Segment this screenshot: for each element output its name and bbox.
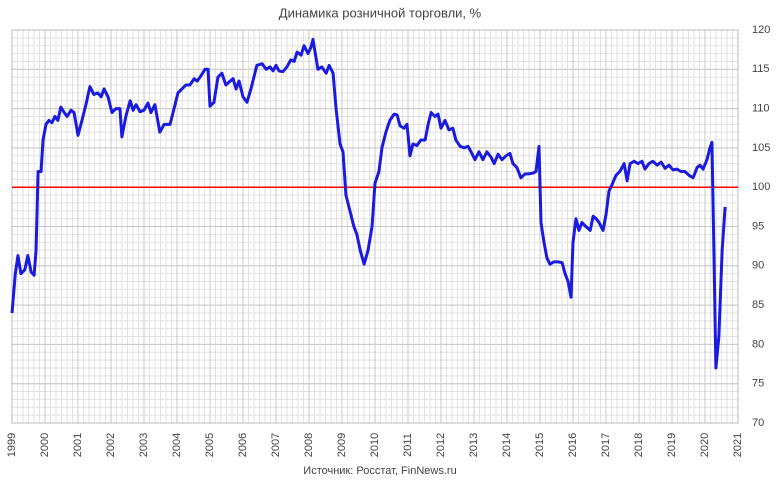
plot-border <box>11 29 739 424</box>
y-tick-label: 85 <box>752 299 764 311</box>
x-tick-label: 1999 <box>6 433 18 457</box>
x-tick-label: 2012 <box>435 433 447 457</box>
x-tick-label: 2006 <box>237 433 249 457</box>
y-tick-label: 115 <box>752 63 770 75</box>
x-tick-label: 2002 <box>105 433 117 457</box>
x-tick-label: 2004 <box>171 433 183 457</box>
x-tick-label: 2005 <box>204 433 216 457</box>
x-tick-label: 2001 <box>72 433 84 457</box>
y-tick-label: 105 <box>752 142 770 154</box>
source-note: Источник: Росстат, FinNews.ru <box>303 465 456 477</box>
x-tick-label: 2009 <box>336 433 348 457</box>
y-tick-label: 120 <box>752 24 770 36</box>
x-tick-label: 2015 <box>534 433 546 457</box>
x-tick-label: 2010 <box>369 433 381 457</box>
x-tick-label: 2016 <box>567 433 579 457</box>
x-tick-label: 2018 <box>633 433 645 457</box>
x-tick-label: 2011 <box>402 433 414 457</box>
x-tick-label: 2000 <box>39 433 51 457</box>
y-tick-label: 70 <box>752 417 764 429</box>
x-tick-label: 2020 <box>699 433 711 457</box>
y-tick-label: 75 <box>752 378 764 390</box>
y-tick-label: 90 <box>752 260 764 272</box>
x-tick-label: 2019 <box>666 433 678 457</box>
y-tick-label: 80 <box>752 338 764 350</box>
x-tick-label: 2003 <box>138 433 150 457</box>
y-tick-label: 110 <box>752 103 770 115</box>
x-tick-label: 2013 <box>468 433 480 457</box>
x-tick-label: 2007 <box>270 433 282 457</box>
chart-title: Динамика розничной торговли, % <box>279 5 482 20</box>
data-line <box>10 37 727 370</box>
y-tick-label: 95 <box>752 220 764 232</box>
x-tick-label: 2008 <box>303 433 315 457</box>
x-tick-label: 2017 <box>600 433 612 457</box>
x-tick-label: 2014 <box>501 433 513 457</box>
y-tick-label: 100 <box>752 181 770 193</box>
x-tick-label: 2021 <box>732 433 744 457</box>
